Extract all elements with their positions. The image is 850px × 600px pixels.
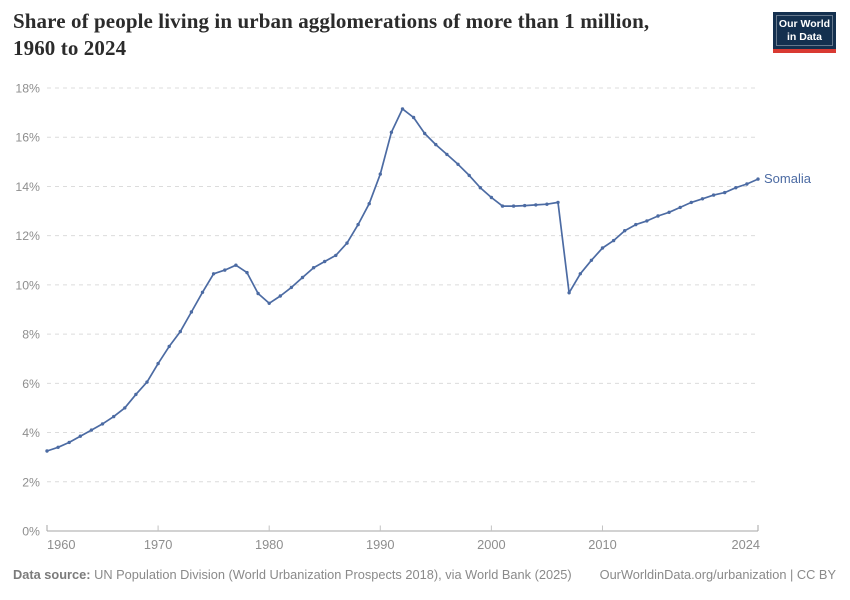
data-point[interactable] [500,204,505,208]
data-point[interactable] [589,258,594,262]
data-point[interactable] [200,290,205,294]
y-tick-label: 10% [15,278,40,292]
owid-logo-text: Our World in Data [776,15,833,46]
chart-footer: Data source: UN Population Division (Wor… [13,566,836,583]
y-tick-label: 8% [22,328,40,342]
data-point[interactable] [689,200,693,205]
data-point[interactable] [511,204,516,208]
data-point[interactable] [456,162,460,166]
data-point[interactable] [700,197,705,201]
data-point[interactable] [278,294,282,298]
data-point[interactable] [489,195,494,200]
data-point[interactable] [256,291,260,296]
data-point[interactable] [378,172,382,176]
entity-label[interactable]: Somalia [764,171,812,186]
y-tick-label: 4% [22,426,40,440]
footer-citation-link[interactable]: OurWorldinData.org/urbanization | CC BY [599,567,836,582]
data-point[interactable] [645,219,649,223]
data-point[interactable] [267,301,271,305]
data-point[interactable] [734,186,738,190]
data-point[interactable] [156,361,160,366]
data-point[interactable] [656,214,660,218]
owid-logo-redbar [773,49,836,53]
data-point[interactable] [756,177,760,181]
data-point[interactable] [289,285,294,290]
data-point[interactable] [334,253,338,258]
data-point[interactable] [234,263,238,267]
data-point[interactable] [678,205,682,210]
data-point[interactable] [367,202,371,206]
data-point[interactable] [211,272,216,276]
data-point[interactable] [545,202,549,206]
y-tick-label: 16% [15,131,40,145]
data-source-label: Data source: [13,567,91,582]
chart-canvas: 0% 2% 4% 6% 8% 10% 12% 14% 16% 18% 1960 1970 1980 199… [15,82,812,553]
data-point[interactable] [56,445,60,449]
data-point[interactable] [89,428,94,432]
y-tick-label: 2% [22,475,40,489]
data-source-text: UN Population Division (World Urbanizati… [94,567,572,582]
chart-title-line1: Share of people living in urban agglomer… [13,9,650,33]
data-point[interactable] [745,182,749,186]
data-point[interactable] [634,222,638,227]
data-point[interactable] [467,173,471,178]
data-point[interactable] [134,392,138,397]
chart-title: Share of people living in urban agglomer… [13,8,758,62]
data-point[interactable] [189,310,194,314]
data-point[interactable] [345,241,349,245]
owid-logo-line2: in Data [786,30,822,43]
data-point[interactable] [45,449,49,453]
x-tick-label: 1960 [47,537,75,552]
data-point[interactable] [611,238,616,243]
x-tick-label: 2000 [477,537,505,552]
data-point[interactable] [623,229,627,233]
data-point[interactable] [723,190,727,195]
data-point[interactable] [300,275,305,280]
data-point[interactable] [356,222,360,227]
data-point[interactable] [667,210,671,214]
data-point[interactable] [123,406,127,410]
data-point[interactable] [578,272,582,276]
data-point[interactable] [534,203,538,207]
data-point[interactable] [78,434,83,438]
data-point[interactable] [311,266,316,270]
data-point[interactable] [112,414,116,419]
data-point[interactable] [523,203,527,208]
data-point[interactable] [389,130,394,134]
x-tick-label: 2010 [588,537,616,552]
data-point[interactable] [711,193,716,197]
data-point[interactable] [100,422,105,426]
data-point[interactable] [167,344,171,349]
data-point[interactable] [400,107,405,111]
data-point[interactable] [67,440,71,445]
y-tick-label: 6% [22,377,40,391]
data-point[interactable] [423,131,427,136]
data-point[interactable] [323,259,327,264]
series-line[interactable] [46,108,759,452]
y-tick-label: 14% [15,180,40,194]
data-point[interactable] [245,270,249,275]
data-point[interactable] [145,380,149,384]
data-point[interactable] [434,142,438,147]
chart-title-line2: 1960 to 2024 [13,36,127,60]
x-tick-label: 1980 [255,537,283,552]
y-tick-label: 12% [15,229,40,243]
data-point[interactable] [567,291,571,295]
y-tick-label: 0% [22,525,40,539]
data-point[interactable] [411,115,416,120]
data-point[interactable] [556,200,560,205]
data-point[interactable] [445,152,449,157]
owid-logo-line1: Our World [778,18,831,30]
x-tick-label: 1970 [144,537,172,552]
data-point[interactable] [223,268,227,272]
data-point[interactable] [478,186,482,190]
x-tick-label: 2024 [732,537,760,552]
data-point[interactable] [178,329,182,334]
x-tick-label: 1990 [366,537,394,552]
data-source: Data source: UN Population Division (Wor… [13,566,572,583]
data-point[interactable] [600,246,605,250]
owid-logo[interactable]: Our World in Data [773,12,836,53]
y-tick-label: 18% [15,82,40,96]
